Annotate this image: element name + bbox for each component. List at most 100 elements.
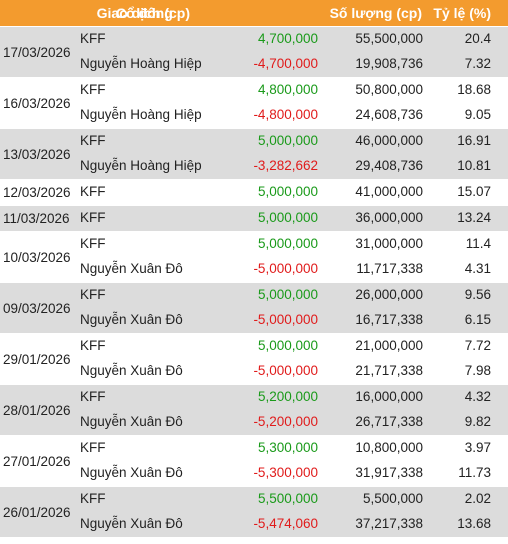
holder-name: KFF <box>80 31 106 46</box>
ownership-ratio: 9.56 <box>464 287 491 302</box>
share-quantity: 29,408,736 <box>355 158 423 173</box>
ownership-ratio: 20.4 <box>464 31 491 46</box>
ownership-ratio: 7.32 <box>464 56 491 71</box>
table-row: Nguyễn Hoàng Hiệp -4,700,000 19,908,736 7.3… <box>0 52 508 77</box>
holder-name: KFF <box>80 338 106 353</box>
date-group: 13/03/2026 KFF 5,000,000 46,000,000 16.91 Ngu… <box>0 128 508 179</box>
trade-amount: -5,000,000 <box>253 363 318 378</box>
holder-name: KFF <box>80 491 106 506</box>
share-quantity: 11,717,338 <box>356 261 423 276</box>
ownership-ratio: 9.05 <box>464 107 491 122</box>
trade-date: 12/03/2026 <box>3 185 71 200</box>
share-quantity: 37,217,338 <box>355 516 423 531</box>
trade-date: 13/03/2026 <box>3 146 71 162</box>
trade-amount: 5,500,000 <box>257 491 318 506</box>
ownership-ratio: 16.91 <box>457 133 491 148</box>
share-quantity: 16,000,000 <box>355 389 423 404</box>
share-quantity: 31,917,338 <box>355 465 423 480</box>
table-row: KFF 5,000,000 46,000,000 16.91 <box>0 129 508 154</box>
trade-amount: -5,000,000 <box>253 312 318 327</box>
trade-amount: 5,300,000 <box>257 440 318 455</box>
holder-name: Nguyễn Xuân Đô <box>80 414 183 429</box>
table-row: KFF 4,700,000 55,500,000 20.4 <box>0 27 508 52</box>
holder-name: KFF <box>80 440 106 455</box>
trade-amount: 4,700,000 <box>257 31 318 46</box>
holder-name: KFF <box>80 82 106 97</box>
ownership-ratio: 2.02 <box>464 491 491 506</box>
table-row: KFF 5,000,000 36,000,000 13.24 <box>0 206 508 231</box>
ownership-ratio: 4.31 <box>464 261 491 276</box>
trade-date: 27/01/2026 <box>3 453 71 469</box>
table-row: KFF 5,000,000 31,000,000 11.4 <box>0 232 508 257</box>
table-row: Nguyễn Xuân Đô -5,000,000 11,717,338 4.31 <box>0 257 508 282</box>
share-quantity: 19,908,736 <box>355 56 423 71</box>
trade-amount: -5,200,000 <box>253 414 318 429</box>
trade-amount: 5,000,000 <box>257 184 318 199</box>
table-row: Nguyễn Xuân Đô -5,200,000 26,717,338 9.82 <box>0 410 508 435</box>
trade-amount: 4,800,000 <box>257 82 318 97</box>
header-trade: Giao dịch (cp) <box>96 5 190 21</box>
share-quantity: 5,500,000 <box>362 491 423 506</box>
date-group: 27/01/2026 KFF 5,300,000 10,800,000 3.97 Nguy… <box>0 435 508 486</box>
holder-name: Nguyễn Hoàng Hiệp <box>80 56 202 71</box>
trade-amount: -5,474,060 <box>253 516 318 531</box>
table-row: KFF 4,800,000 50,800,000 18.68 <box>0 78 508 103</box>
trade-date: 26/01/2026 <box>3 504 71 520</box>
table-row: KFF 5,200,000 16,000,000 4.32 <box>0 385 508 410</box>
trade-amount: -3,282,662 <box>253 158 318 173</box>
trade-date: 16/03/2026 <box>3 95 71 111</box>
ownership-ratio: 3.97 <box>464 440 491 455</box>
table-row: KFF 5,000,000 41,000,000 15.07 <box>0 180 508 205</box>
trade-date: 11/03/2026 <box>3 211 70 226</box>
share-quantity: 55,500,000 <box>355 31 423 46</box>
date-group: 11/03/2026 KFF 5,000,000 36,000,000 13.24 <box>0 205 508 231</box>
table-row: Nguyễn Xuân Đô -5,474,060 37,217,338 13.68 <box>0 512 508 537</box>
trade-amount: 5,200,000 <box>257 389 318 404</box>
share-quantity: 10,800,000 <box>355 440 423 455</box>
trade-amount: -4,700,000 <box>253 56 318 71</box>
share-quantity: 41,000,000 <box>355 184 423 199</box>
ownership-ratio: 7.98 <box>464 363 491 378</box>
trade-date: 10/03/2026 <box>3 249 71 265</box>
date-group: 29/01/2026 KFF 5,000,000 21,000,000 7.72 Nguy… <box>0 333 508 384</box>
header-quantity: Số lượng (cp) <box>329 5 422 21</box>
table-row: Nguyễn Hoàng Hiệp -4,800,000 24,608,736 9.0… <box>0 103 508 128</box>
header-holder: Cổ đông <box>116 5 173 21</box>
share-quantity: 21,717,338 <box>355 363 423 378</box>
share-quantity: 26,717,338 <box>355 414 423 429</box>
table-row: Nguyễn Xuân Đô -5,000,000 16,717,338 6.15 <box>0 308 508 333</box>
trade-date: 29/01/2026 <box>3 351 71 367</box>
table-row: Nguyễn Hoàng Hiệp -3,282,662 29,408,736 10.… <box>0 154 508 179</box>
trade-amount: 5,000,000 <box>257 287 318 302</box>
trade-date: 28/01/2026 <box>3 402 71 418</box>
share-quantity: 31,000,000 <box>355 236 423 251</box>
date-group: 09/03/2026 KFF 5,000,000 26,000,000 9.56 Nguy… <box>0 282 508 333</box>
trade-amount: -5,300,000 <box>253 465 318 480</box>
date-group: 10/03/2026 KFF 5,000,000 31,000,000 11.4 Nguy… <box>0 231 508 282</box>
share-quantity: 46,000,000 <box>355 133 423 148</box>
ownership-ratio: 6.15 <box>464 312 491 327</box>
trade-date: 17/03/2026 <box>3 44 71 60</box>
holder-name: Nguyễn Hoàng Hiệp <box>80 158 202 173</box>
holder-name: KFF <box>80 210 106 225</box>
date-group: 28/01/2026 KFF 5,200,000 16,000,000 4.32 Nguy… <box>0 384 508 435</box>
holder-name: KFF <box>80 389 106 404</box>
holder-name: Nguyễn Xuân Đô <box>80 363 183 378</box>
share-quantity: 36,000,000 <box>355 210 423 225</box>
trade-amount: -5,000,000 <box>253 261 318 276</box>
trade-amount: -4,800,000 <box>253 107 318 122</box>
trade-amount: 5,000,000 <box>257 210 318 225</box>
holder-name: Nguyễn Xuân Đô <box>80 261 183 276</box>
table-row: Nguyễn Xuân Đô -5,000,000 21,717,338 7.98 <box>0 359 508 384</box>
ownership-ratio: 11.73 <box>458 465 491 480</box>
table-row: KFF 5,300,000 10,800,000 3.97 <box>0 436 508 461</box>
trade-amount: 5,000,000 <box>257 133 318 148</box>
table-row: KFF 5,500,000 5,500,000 2.02 <box>0 487 508 512</box>
ownership-ratio: 11.4 <box>465 236 491 251</box>
header-ratio: Tỷ lệ (%) <box>433 5 491 21</box>
date-group: 17/03/2026 KFF 4,700,000 55,500,000 20.4 Nguy… <box>0 26 508 77</box>
holder-name: KFF <box>80 133 106 148</box>
share-quantity: 26,000,000 <box>355 287 423 302</box>
table-row: Nguyễn Xuân Đô -5,300,000 31,917,338 11.73 <box>0 461 508 486</box>
ownership-ratio: 4.32 <box>464 389 491 404</box>
